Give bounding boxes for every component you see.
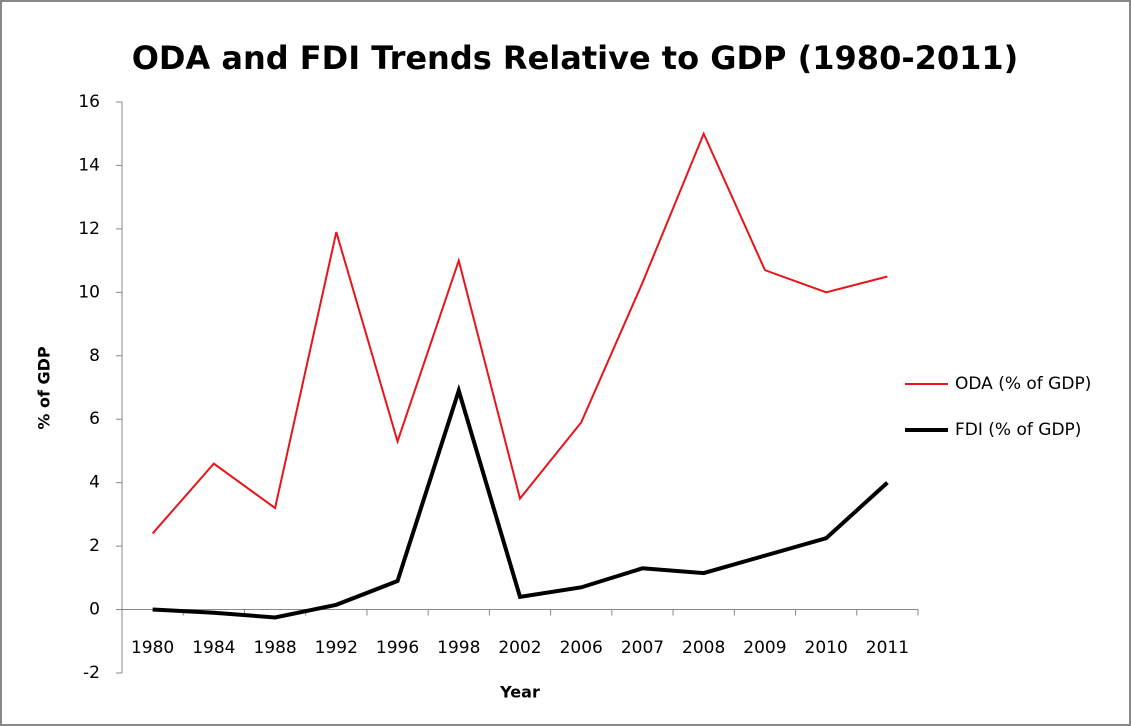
x-tick-label: 1996 [376, 638, 419, 658]
y-tick-label: 10 [78, 282, 100, 302]
x-tick-label: 1992 [315, 638, 358, 658]
x-axis-label: Year [499, 683, 540, 702]
y-tick-label: 0 [89, 600, 100, 620]
x-tick-label: 2006 [560, 638, 603, 658]
y-tick-label: 4 [89, 473, 100, 493]
y-tick-label: 2 [89, 536, 100, 556]
y-tick-label: 8 [89, 346, 100, 366]
data-line [152, 383, 889, 620]
x-tick-label: 2009 [743, 638, 786, 658]
y-tick-label: -2 [83, 663, 100, 683]
legend-label: ODA (% of GDP) [955, 374, 1091, 394]
x-tick-label: 1988 [253, 638, 296, 658]
y-tick-label: 6 [89, 409, 100, 429]
legend-label: FDI (% of GDP) [955, 420, 1081, 440]
y-tick-label: 16 [78, 92, 100, 112]
x-tick-label: 2002 [498, 638, 541, 658]
x-tick-label: 2008 [682, 638, 725, 658]
x-tick-label: 1984 [192, 638, 235, 658]
y-tick-label: 12 [78, 219, 100, 239]
y-axis-label: % of GDP [35, 346, 54, 430]
y-tick-label: 14 [78, 155, 100, 175]
x-tick-label: 2011 [866, 638, 909, 658]
data-line [151, 131, 888, 535]
x-tick-label: 2007 [621, 638, 664, 658]
x-tick-label: 1980 [131, 638, 174, 658]
chart-title: ODA and FDI Trends Relative to GDP (1980… [132, 39, 1019, 77]
x-tick-label: 1998 [437, 638, 480, 658]
x-tick-label: 2010 [805, 638, 848, 658]
